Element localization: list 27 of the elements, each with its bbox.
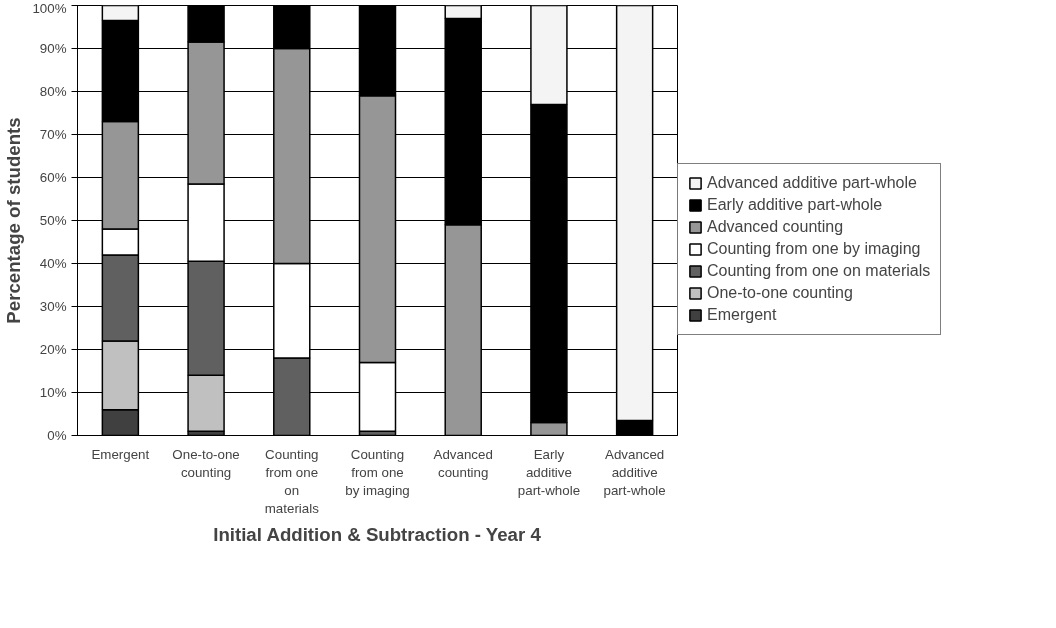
legend-label: Early additive part-whole [707, 196, 883, 214]
y-axis-title: Percentage of students [3, 117, 25, 324]
x-tick-label: Advanced additive part-whole [603, 446, 666, 498]
legend-label: One-to-one counting [707, 284, 853, 302]
legend-label: Counting from one by imaging [707, 240, 921, 258]
y-tick-label: 100% [32, 0, 67, 16]
x-tick-label: Counting from one by imaging [345, 446, 410, 498]
y-tick-label: 0% [47, 428, 67, 443]
x-tick-label: Emergent [91, 446, 150, 462]
legend-label: Counting from one on materials [707, 262, 931, 280]
y-tick-label: 20% [39, 342, 67, 357]
y-tick-label: 90% [39, 41, 67, 56]
x-axis-title: Initial Addition & Subtraction - Year 4 [213, 523, 542, 545]
y-tick-label: 30% [39, 299, 67, 314]
legend-label: Advanced additive part-whole [707, 174, 917, 192]
y-tick-label: 60% [39, 170, 67, 185]
legend-label: Advanced counting [707, 218, 844, 236]
x-tick-label: Early additive part-whole [517, 446, 581, 498]
legend-label: Emergent [707, 306, 777, 324]
x-tick-label: One-to-one counting [172, 446, 240, 480]
x-tick-label: Counting from one on materials [264, 446, 320, 516]
y-tick-label: 70% [39, 127, 67, 142]
y-tick-label: 40% [39, 256, 67, 271]
y-tick-label: 10% [39, 385, 67, 400]
x-tick-label: Advanced counting [433, 446, 493, 480]
y-tick-label: 50% [39, 213, 67, 228]
y-tick-label: 80% [39, 84, 67, 99]
